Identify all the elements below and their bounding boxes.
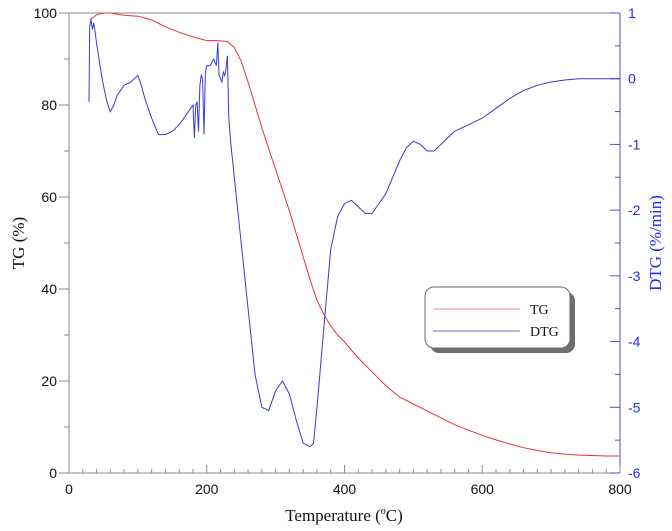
y2-tick-label: 1 [628,5,636,21]
tick-labels: 0 200 400 600 800 0 20 40 60 80 100 -6 -5 -4 -3 -2 -1 0 1 [34,5,641,497]
y-tick-label: 20 [41,373,57,389]
axis-ticks [59,12,621,474]
x-tick-label: 0 [65,481,73,497]
tg-curve [89,12,620,457]
y2-tick-label: -6 [628,465,641,481]
dtg-curve [88,19,620,448]
x-tick-label: 600 [471,481,495,497]
y-tick-label: 80 [41,97,57,113]
legend-box [424,286,571,349]
y-tick-label: 100 [34,5,58,21]
y2-tick-label: -5 [628,399,641,415]
x-tick-label: 200 [195,481,219,497]
x-axis-title: Temperature (oC) [285,506,403,525]
y2-tick-label: -2 [628,202,641,218]
y2-tick-label: -3 [628,268,641,284]
plot-frame [68,12,621,474]
legend: TG DTG [424,286,575,353]
y-tick-label: 0 [49,465,57,481]
y-tick-label: 60 [41,189,57,205]
legend-label-dtg: DTG [530,325,559,340]
y2-tick-label: -4 [628,334,641,350]
y2-tick-label: 0 [628,71,636,87]
y-tick-label: 40 [41,281,57,297]
y2-axis-title: DTG (%/min) [646,195,665,291]
x-tick-label: 800 [608,481,632,497]
y-axis-title: TG (%) [9,217,28,269]
x-tick-label: 400 [333,481,357,497]
legend-label-tg: TG [530,303,549,318]
y2-tick-label: -1 [628,136,641,152]
